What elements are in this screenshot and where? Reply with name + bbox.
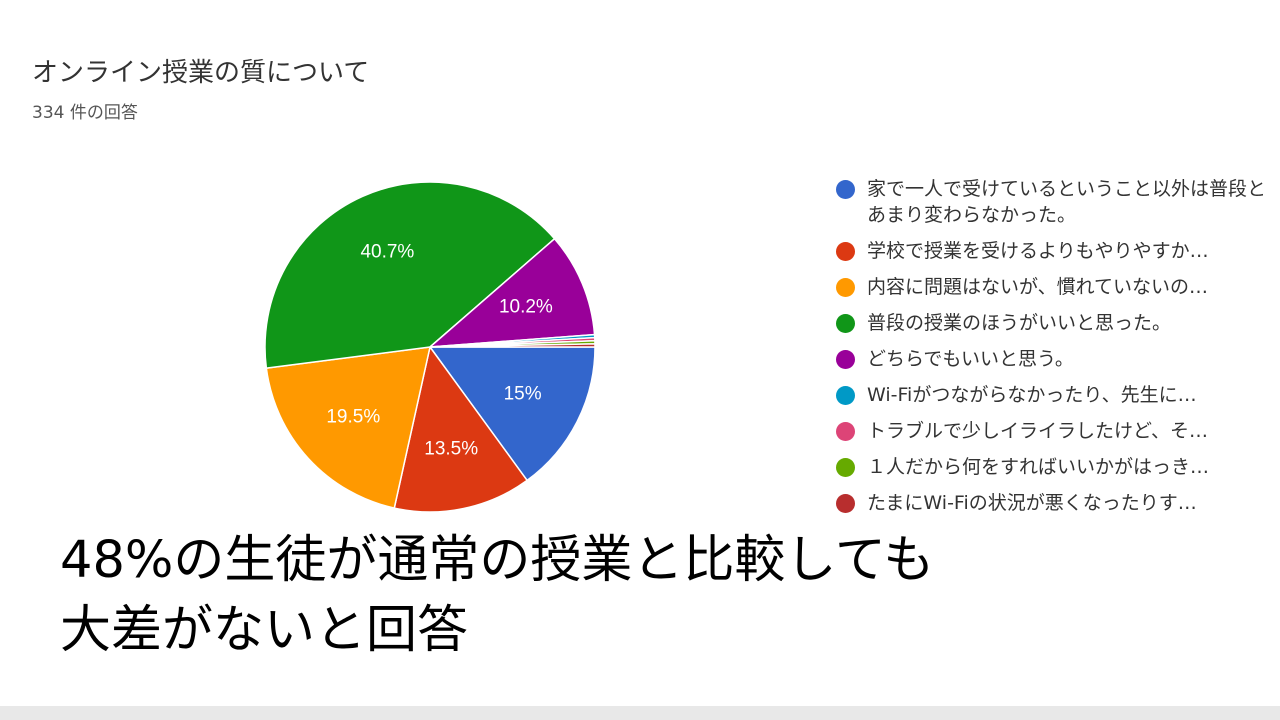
legend-dot-icon bbox=[836, 458, 855, 477]
slice-value-label-5: 10.2% bbox=[499, 297, 553, 318]
legend: 家で一人で受けているということ以外は普段とあまり変わらなかった。学校で授業を受け… bbox=[836, 176, 1272, 526]
legend-label: たまにWi-Fiの状況が悪くなったりす… bbox=[867, 492, 1197, 514]
legend-dot-icon bbox=[836, 278, 855, 297]
legend-item-6: Wi-Fiがつながらなかったり、先生に… bbox=[836, 382, 1272, 408]
legend-item-2: 学校で授業を受けるよりもやりやすか… bbox=[836, 238, 1272, 264]
legend-item-1: 家で一人で受けているということ以外は普段とあまり変わらなかった。 bbox=[836, 176, 1272, 228]
legend-item-7: トラブルで少しイライラしたけど、そ… bbox=[836, 418, 1272, 444]
legend-label: 内容に問題はないが、慣れていないの… bbox=[867, 276, 1209, 298]
legend-label: １人だから何をすればいいかがはっき… bbox=[867, 456, 1210, 478]
legend-dot-icon bbox=[836, 314, 855, 333]
response-count: 334 件の回答 bbox=[32, 103, 138, 123]
slice-value-label-2: 13.5% bbox=[424, 438, 478, 459]
pie-slice-3 bbox=[265, 346, 431, 509]
pie-slice-5 bbox=[427, 237, 596, 348]
legend-label: 学校で授業を受けるよりもやりやすか… bbox=[867, 240, 1209, 262]
legend-dot-icon bbox=[836, 494, 855, 513]
headline-line-1: 48%の生徒が通常の授業と比較しても bbox=[60, 531, 935, 590]
legend-dot-icon bbox=[836, 180, 855, 199]
legend-item-9: たまにWi-Fiの状況が悪くなったりす… bbox=[836, 490, 1272, 516]
slice-value-label-4: 40.7% bbox=[360, 242, 414, 263]
legend-item-8: １人だから何をすればいいかがはっき… bbox=[836, 454, 1272, 480]
footer-bar bbox=[0, 706, 1280, 720]
slice-value-label-3: 19.5% bbox=[326, 407, 380, 428]
legend-dot-icon bbox=[836, 350, 855, 369]
legend-dot-icon bbox=[836, 386, 855, 405]
pie-slice-2 bbox=[393, 345, 529, 513]
pie-slice-1 bbox=[428, 346, 596, 482]
legend-label: Wi-Fiがつながらなかったり、先生に… bbox=[867, 384, 1197, 406]
slice-value-label-1: 15% bbox=[504, 384, 542, 405]
headline-line-2: 大差がないと回答 bbox=[60, 601, 469, 660]
chart-title: オンライン授業の質について bbox=[32, 58, 370, 88]
legend-dot-icon bbox=[836, 242, 855, 261]
legend-dot-icon bbox=[836, 422, 855, 441]
legend-label: トラブルで少しイライラしたけど、そ… bbox=[867, 420, 1209, 442]
legend-label: 普段の授業のほうがいいと思った。 bbox=[867, 312, 1172, 334]
pie-slice-4 bbox=[264, 181, 556, 370]
legend-item-3: 内容に問題はないが、慣れていないの… bbox=[836, 274, 1272, 300]
headline: 48%の生徒が通常の授業と比較しても 大差がないと回答 bbox=[60, 526, 934, 666]
legend-label: どちらでもいいと思う。 bbox=[867, 348, 1074, 370]
legend-item-5: どちらでもいいと思う。 bbox=[836, 346, 1272, 372]
legend-label: 家で一人で受けているということ以外は普段とあまり変わらなかった。 bbox=[867, 178, 1267, 226]
pie-slice-9 bbox=[429, 343, 596, 348]
legend-item-4: 普段の授業のほうがいいと思った。 bbox=[836, 310, 1272, 336]
